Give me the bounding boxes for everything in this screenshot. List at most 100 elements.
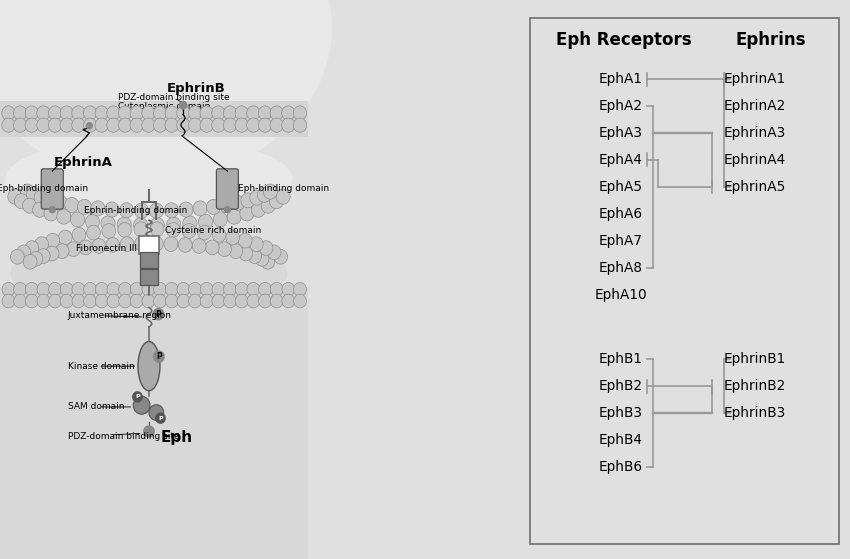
Circle shape bbox=[177, 106, 190, 120]
Circle shape bbox=[258, 118, 272, 132]
Circle shape bbox=[165, 282, 178, 296]
Bar bbox=[139, 252, 158, 268]
Bar bbox=[139, 269, 158, 285]
Circle shape bbox=[212, 106, 225, 120]
Circle shape bbox=[14, 118, 26, 132]
Circle shape bbox=[77, 200, 92, 215]
Circle shape bbox=[193, 201, 207, 216]
Circle shape bbox=[258, 187, 271, 202]
Circle shape bbox=[282, 294, 295, 308]
Circle shape bbox=[153, 118, 167, 132]
FancyBboxPatch shape bbox=[217, 169, 238, 209]
Circle shape bbox=[261, 254, 275, 269]
Circle shape bbox=[92, 239, 105, 253]
Text: Cysteine rich domain: Cysteine rich domain bbox=[165, 226, 261, 235]
Circle shape bbox=[54, 195, 67, 210]
Circle shape bbox=[107, 294, 120, 308]
Circle shape bbox=[212, 282, 224, 296]
Circle shape bbox=[261, 198, 275, 213]
Text: EphrinB3: EphrinB3 bbox=[723, 406, 786, 420]
Text: EphrinB2: EphrinB2 bbox=[723, 379, 786, 393]
Circle shape bbox=[95, 282, 108, 296]
Ellipse shape bbox=[138, 342, 160, 391]
Circle shape bbox=[14, 294, 26, 308]
Text: EphA5: EphA5 bbox=[599, 180, 643, 194]
Text: EphA3: EphA3 bbox=[599, 126, 643, 140]
Circle shape bbox=[212, 118, 225, 132]
Text: EphB1: EphB1 bbox=[599, 352, 643, 366]
Circle shape bbox=[48, 118, 62, 132]
Circle shape bbox=[49, 206, 55, 212]
Circle shape bbox=[142, 294, 155, 308]
Ellipse shape bbox=[0, 0, 332, 182]
Text: Fibronectin III: Fibronectin III bbox=[76, 244, 137, 253]
Circle shape bbox=[85, 214, 99, 229]
Circle shape bbox=[248, 249, 262, 263]
Circle shape bbox=[212, 294, 224, 308]
Bar bbox=[139, 236, 160, 254]
Circle shape bbox=[32, 202, 47, 217]
Bar bbox=[0, 288, 309, 559]
Circle shape bbox=[270, 294, 283, 308]
Circle shape bbox=[235, 294, 248, 308]
Circle shape bbox=[149, 405, 163, 420]
Text: PDZ-domain binding site: PDZ-domain binding site bbox=[117, 93, 230, 104]
Text: Eph: Eph bbox=[161, 430, 193, 444]
Circle shape bbox=[48, 106, 62, 120]
Circle shape bbox=[14, 194, 29, 209]
Circle shape bbox=[206, 240, 219, 255]
Circle shape bbox=[246, 106, 260, 120]
Text: EphrinB1: EphrinB1 bbox=[723, 352, 786, 366]
Text: EphA8: EphA8 bbox=[599, 260, 643, 274]
Circle shape bbox=[57, 209, 71, 224]
Circle shape bbox=[118, 118, 132, 132]
Circle shape bbox=[179, 202, 193, 217]
FancyBboxPatch shape bbox=[42, 169, 63, 209]
Circle shape bbox=[258, 294, 271, 308]
Circle shape bbox=[167, 222, 180, 237]
Text: EphB6: EphB6 bbox=[599, 460, 643, 474]
Circle shape bbox=[37, 249, 50, 263]
Circle shape bbox=[87, 122, 93, 129]
Text: P: P bbox=[156, 352, 162, 361]
Circle shape bbox=[44, 206, 58, 221]
Circle shape bbox=[177, 282, 190, 296]
Text: EphA7: EphA7 bbox=[599, 234, 643, 248]
Circle shape bbox=[258, 106, 272, 120]
Circle shape bbox=[72, 282, 85, 296]
Text: EphB4: EphB4 bbox=[599, 433, 643, 447]
Circle shape bbox=[2, 282, 14, 296]
Circle shape bbox=[189, 118, 201, 132]
Circle shape bbox=[37, 118, 50, 132]
Circle shape bbox=[142, 106, 155, 120]
Circle shape bbox=[60, 106, 73, 120]
Circle shape bbox=[46, 233, 60, 248]
Circle shape bbox=[239, 246, 252, 261]
Circle shape bbox=[259, 241, 273, 255]
Circle shape bbox=[201, 282, 213, 296]
Circle shape bbox=[43, 193, 57, 208]
Circle shape bbox=[142, 282, 155, 296]
Circle shape bbox=[37, 294, 50, 308]
Circle shape bbox=[182, 224, 196, 238]
Text: EphrinA4: EphrinA4 bbox=[723, 153, 786, 167]
Circle shape bbox=[230, 195, 245, 210]
Text: EphA6: EphA6 bbox=[599, 207, 643, 221]
Circle shape bbox=[224, 118, 236, 132]
Circle shape bbox=[270, 106, 283, 120]
Circle shape bbox=[252, 202, 265, 217]
Circle shape bbox=[95, 118, 109, 132]
Circle shape bbox=[105, 238, 120, 252]
Text: EphA10: EphA10 bbox=[595, 287, 647, 302]
Circle shape bbox=[246, 282, 260, 296]
Text: Ephrins: Ephrins bbox=[735, 31, 806, 49]
Circle shape bbox=[249, 237, 264, 252]
Circle shape bbox=[246, 294, 260, 308]
Circle shape bbox=[238, 233, 252, 248]
Circle shape bbox=[150, 217, 164, 233]
Circle shape bbox=[72, 228, 86, 242]
Circle shape bbox=[270, 118, 283, 132]
Text: Eph-binding domain: Eph-binding domain bbox=[0, 184, 88, 193]
Circle shape bbox=[179, 101, 187, 109]
Circle shape bbox=[144, 426, 154, 437]
